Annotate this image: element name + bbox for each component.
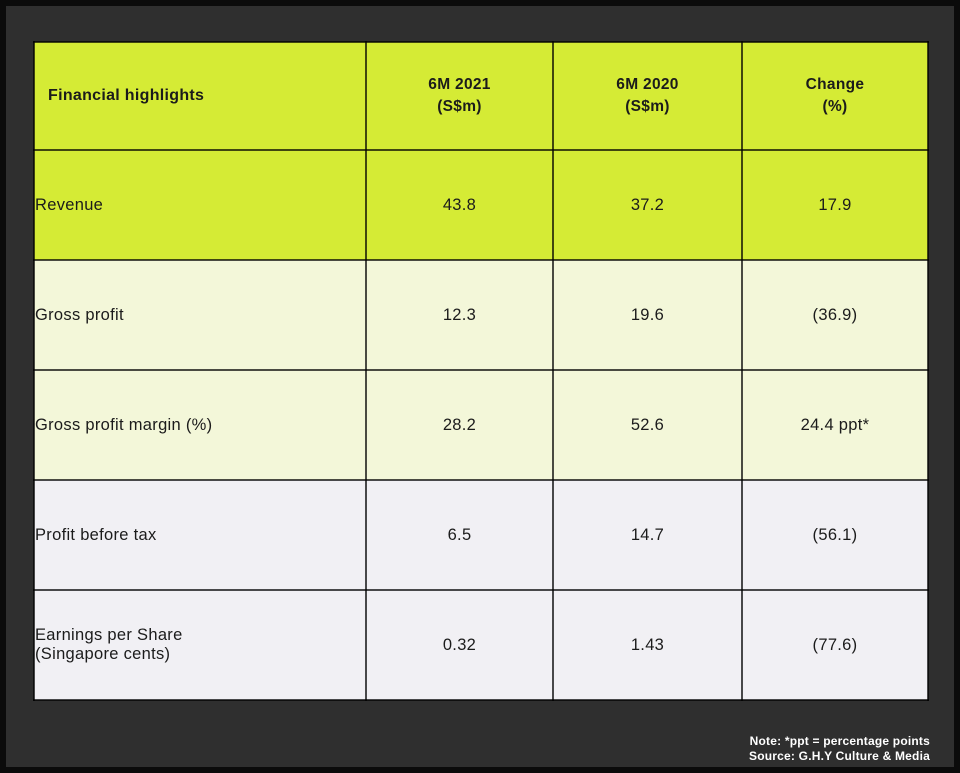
row-label-text: Revenue xyxy=(35,195,104,214)
row-label-text: Profit before tax xyxy=(35,525,157,544)
row-label-text2: (Singapore cents) xyxy=(35,645,171,663)
row-label: Earnings per Share (Singapore cents) xyxy=(33,589,367,701)
table-header-row: Financial highlights 6M 2021 (S$m) 6M 20… xyxy=(33,41,929,151)
cell-change: 17.9 xyxy=(741,149,929,261)
column-header-change: Change (%) xyxy=(741,41,929,151)
column-header-line1: 6M 2020 xyxy=(616,76,679,93)
row-label-text: Earnings per Share xyxy=(35,626,183,644)
table-title: Financial highlights xyxy=(33,41,367,151)
row-label-text: Gross profit xyxy=(35,305,124,324)
column-header-6m2020: 6M 2020 (S$m) xyxy=(552,41,743,151)
cell-6m2020: 52.6 xyxy=(552,369,743,481)
cell-change: 24.4 ppt* xyxy=(741,369,929,481)
table-row-earnings-per-share: Earnings per Share (Singapore cents) 0.3… xyxy=(33,589,929,701)
footnote-ppt: Note: *ppt = percentage points xyxy=(749,734,930,748)
cell-6m2020: 37.2 xyxy=(552,149,743,261)
column-header-line2: (%) xyxy=(822,98,848,115)
table-row-profit-before-tax: Profit before tax 6.5 14.7 (56.1) xyxy=(33,479,929,591)
row-label-text: Gross profit margin (%) xyxy=(35,415,213,434)
cell-change: (36.9) xyxy=(741,259,929,371)
column-header-6m2021: 6M 2021 (S$m) xyxy=(365,41,554,151)
table-row-revenue: Revenue 43.8 37.2 17.9 xyxy=(33,149,929,261)
column-header-line2: (S$m) xyxy=(437,98,482,115)
cell-6m2021: 43.8 xyxy=(365,149,554,261)
column-header-line1: 6M 2021 xyxy=(428,76,491,93)
cell-change: (56.1) xyxy=(741,479,929,591)
cell-6m2020: 1.43 xyxy=(552,589,743,701)
table-row-gross-profit-margin: Gross profit margin (%) 28.2 52.6 24.4 p… xyxy=(33,369,929,481)
cell-6m2021: 28.2 xyxy=(365,369,554,481)
financial-highlights-table: Financial highlights 6M 2021 (S$m) 6M 20… xyxy=(33,41,929,701)
cell-6m2020: 14.7 xyxy=(552,479,743,591)
footer-note: Note: *ppt = percentage points Source: G… xyxy=(749,734,930,764)
row-label: Gross profit xyxy=(33,259,367,371)
table-row-gross-profit: Gross profit 12.3 19.6 (36.9) xyxy=(33,259,929,371)
column-header-line2: (S$m) xyxy=(625,98,670,115)
cell-6m2021: 6.5 xyxy=(365,479,554,591)
source-attribution: Source: G.H.Y Culture & Media xyxy=(749,749,930,763)
cell-6m2021: 0.32 xyxy=(365,589,554,701)
row-label: Profit before tax xyxy=(33,479,367,591)
cell-change: (77.6) xyxy=(741,589,929,701)
cell-6m2021: 12.3 xyxy=(365,259,554,371)
cell-6m2020: 19.6 xyxy=(552,259,743,371)
row-label: Gross profit margin (%) xyxy=(33,369,367,481)
column-header-line1: Change xyxy=(805,76,865,93)
row-label: Revenue xyxy=(33,149,367,261)
